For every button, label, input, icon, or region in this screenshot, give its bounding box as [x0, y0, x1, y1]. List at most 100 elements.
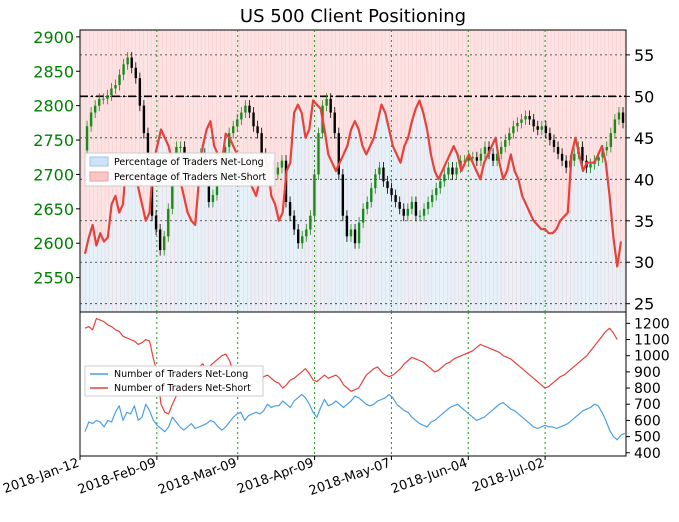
net-long-band — [303, 137, 308, 312]
net-short-band — [422, 30, 427, 113]
net-long-band — [283, 171, 289, 312]
net-long-band — [214, 154, 220, 312]
net-short-band — [176, 30, 181, 180]
candle-body — [207, 174, 211, 202]
net-short-band — [306, 30, 312, 130]
net-short-band — [237, 30, 243, 163]
net-long-band — [137, 204, 143, 312]
net-long-band — [326, 154, 331, 312]
y2-tick-label: 1000 — [634, 349, 670, 365]
net-short-band — [283, 30, 289, 171]
candle-body — [540, 126, 543, 130]
candle-body — [589, 164, 592, 168]
candle-body — [349, 229, 353, 237]
y-left-tick-label: 2900 — [33, 28, 74, 47]
candle-body — [211, 195, 215, 202]
y2-tick-label: 400 — [634, 446, 661, 462]
net-short-band — [364, 30, 369, 155]
net-long-band — [618, 266, 623, 312]
net-short-band — [222, 30, 227, 134]
net-short-band — [387, 30, 393, 130]
candle-body — [435, 188, 438, 196]
net-long-band — [318, 108, 323, 312]
y2-tick-label: 800 — [634, 381, 661, 397]
net-long-band — [526, 204, 531, 312]
net-long-band — [306, 129, 312, 312]
net-short-band — [103, 30, 108, 238]
net-long-band — [506, 171, 512, 312]
net-long-band — [287, 162, 293, 312]
candle-body — [528, 115, 531, 120]
net-short-band — [572, 30, 577, 155]
candle-body — [504, 140, 507, 147]
candle-body — [410, 201, 414, 209]
net-long-band — [80, 253, 85, 312]
net-long-band — [314, 104, 319, 312]
net-long-band — [295, 104, 300, 312]
candle-body — [414, 201, 418, 216]
net-long-band — [502, 179, 508, 312]
candle-body — [337, 133, 340, 175]
legend-label-long: Percentage of Traders Net-Long — [114, 157, 264, 168]
net-long-band — [433, 171, 439, 312]
net-short-band — [360, 30, 366, 147]
candle-body — [573, 153, 576, 161]
net-short-band — [129, 30, 135, 171]
candle-body — [309, 215, 312, 230]
candle-body — [288, 201, 292, 216]
candle-body — [167, 208, 170, 237]
net-short-band — [314, 30, 319, 105]
candle-body — [581, 146, 584, 161]
net-short-band — [299, 30, 304, 113]
net-short-band — [87, 30, 93, 225]
net-long-band — [210, 146, 216, 312]
net-long-band — [391, 146, 396, 312]
net-short-band — [318, 30, 323, 109]
net-long-band — [341, 154, 346, 312]
net-short-band — [356, 30, 362, 130]
candle-body — [325, 98, 328, 106]
candle-body — [471, 157, 474, 159]
net-short-band — [272, 30, 277, 205]
y-left-tick-label: 2700 — [33, 165, 74, 184]
net-short-band — [441, 30, 446, 171]
candle-body — [499, 146, 503, 154]
net-long-band — [510, 154, 516, 312]
y2-tick-label: 600 — [634, 413, 661, 429]
net-short-band — [379, 30, 385, 105]
net-long-band — [556, 229, 562, 312]
net-short-band — [568, 30, 573, 213]
net-long-band — [156, 129, 162, 312]
net-long-band — [268, 195, 273, 312]
net-short-band — [495, 30, 500, 138]
net-short-band — [183, 30, 189, 213]
candle-body — [605, 146, 608, 151]
candle-body — [451, 167, 454, 175]
net-long-band — [149, 162, 154, 312]
candle-body — [260, 133, 263, 154]
candle-body — [138, 78, 142, 106]
y-right-tick-label: 30 — [634, 253, 654, 272]
candle-body — [276, 167, 280, 175]
net-short-band — [195, 30, 200, 180]
net-long-band — [406, 137, 412, 312]
net-short-band — [476, 30, 481, 171]
net-long-band — [233, 154, 239, 312]
net-long-band — [272, 204, 277, 312]
net-long-band — [464, 162, 469, 312]
candle-body — [516, 122, 519, 127]
candle-body — [378, 167, 381, 175]
candle-body — [524, 115, 527, 120]
net-long-band — [276, 220, 281, 312]
net-short-band — [229, 30, 235, 147]
net-long-band — [229, 146, 235, 312]
candle-body — [126, 57, 129, 65]
x-tick-label: 2018-Jun-04 — [389, 456, 469, 497]
net-long-band — [449, 154, 454, 312]
candle-body — [118, 74, 121, 86]
net-short-band — [468, 30, 473, 155]
net-long-band — [576, 137, 581, 312]
net-long-band — [133, 187, 139, 312]
net-short-band — [583, 30, 589, 171]
candle-body — [296, 229, 300, 244]
